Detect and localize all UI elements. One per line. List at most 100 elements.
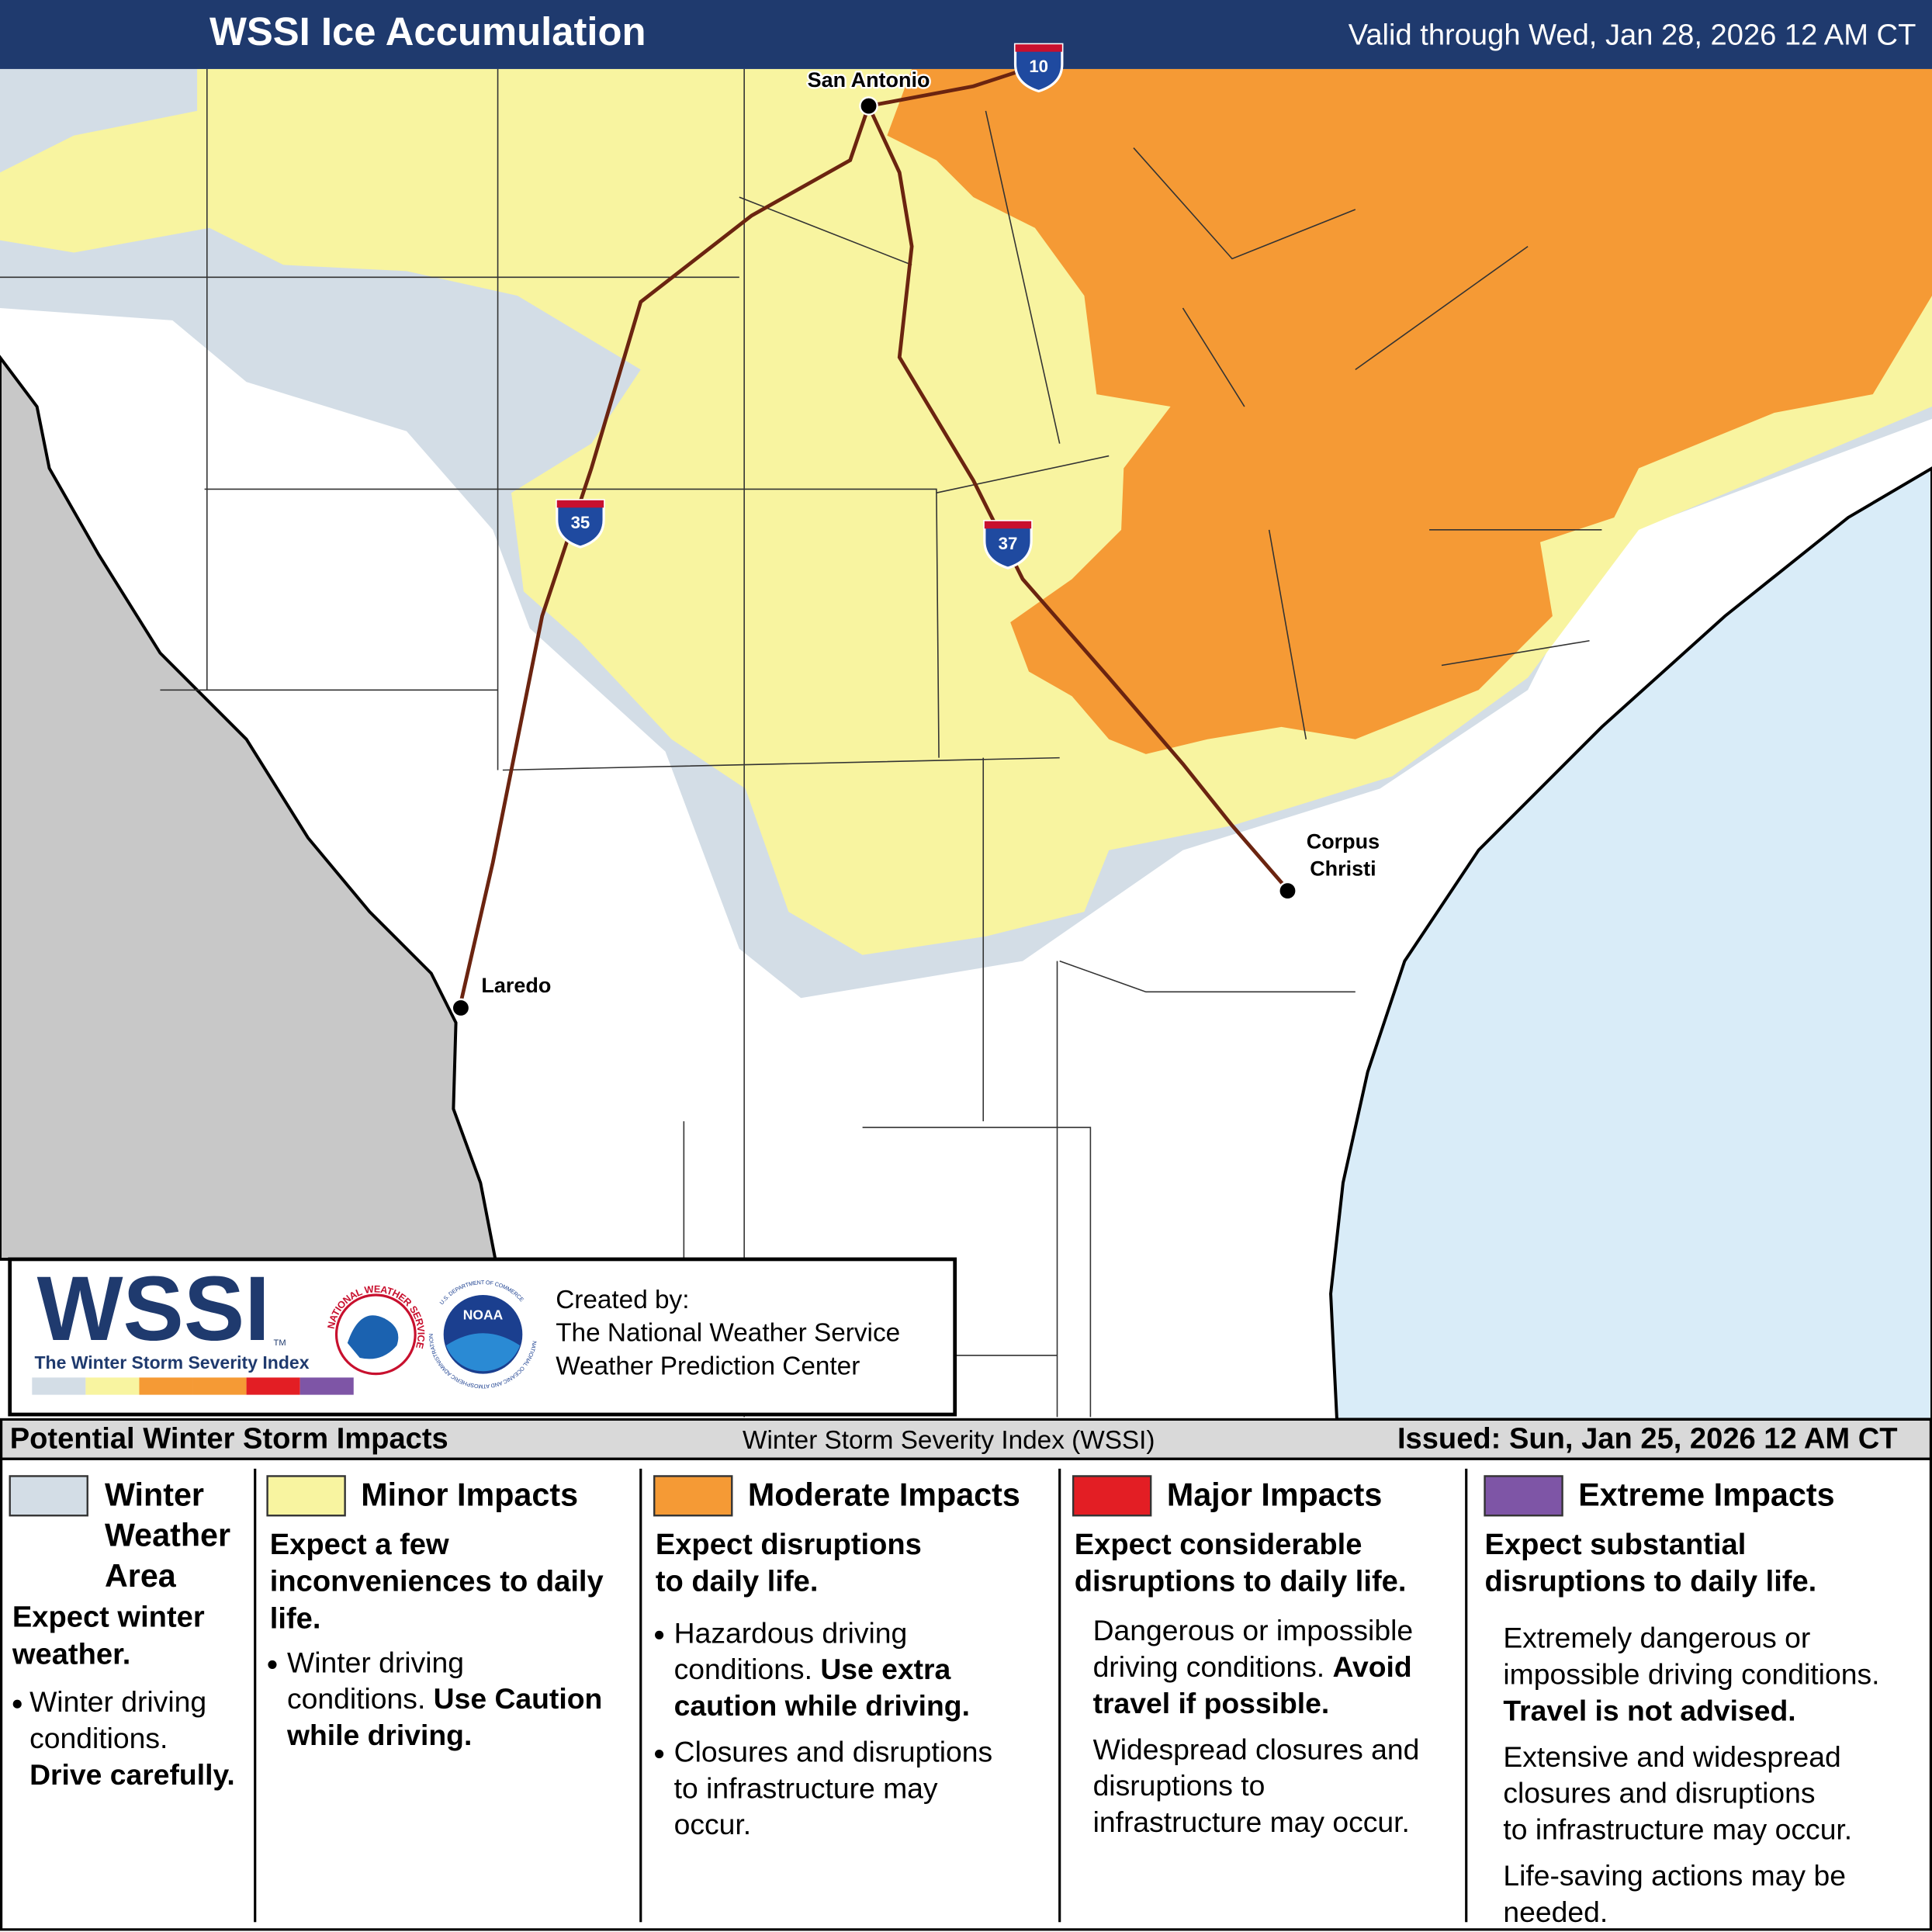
detail-segment: caution while driving. [674,1689,970,1722]
detail-segment: to infrastructure may occur. [1503,1813,1852,1845]
impact-detail: closures and disruptions [1503,1777,1815,1809]
impact-name: Minor Impacts [361,1477,578,1512]
bullet [655,1630,664,1639]
detail-segment: Use extra [820,1653,950,1685]
moderate-area [887,68,1932,754]
impact-detail: Winter driving [29,1685,206,1718]
detail-segment: Closures and disruptions [674,1735,992,1768]
impact-swatch [9,1475,88,1517]
impact-summary: Expect winter [12,1601,205,1634]
impact-summary: disruptions to daily life. [1485,1566,1817,1598]
detail-segment: Travel is not advised. [1503,1694,1795,1726]
detail-segment: Avoid [1332,1650,1411,1683]
credit-line: Weather Prediction Center [556,1352,860,1381]
impact-swatch [266,1475,346,1517]
impact-summary: to daily life. [656,1566,819,1598]
highway-number: 37 [999,534,1018,553]
impact-detail: conditions. Use extra [674,1653,951,1685]
detail-segment: disruptions to [1093,1769,1265,1802]
impact-name: Area [105,1558,177,1594]
detail-segment: conditions. [29,1722,168,1754]
logo-swatch [246,1377,300,1395]
city-dot [859,96,878,116]
legend-index: Winter Storm Severity Index (WSSI) [743,1426,1155,1455]
detail-segment: closures and disruptions [1503,1777,1815,1809]
logo-swatch [32,1377,86,1395]
detail-segment: Drive carefully. [29,1758,235,1791]
bullet [268,1660,277,1669]
legend-frame [0,1457,1932,1931]
detail-segment: Dangerous or impossible [1093,1614,1414,1646]
impact-detail: Closures and disruptions [674,1735,992,1768]
interstate-shield [983,520,1033,570]
title: WSSI Ice Accumulation [209,9,646,54]
impact-detail: Extremely dangerous or [1503,1622,1810,1654]
bullet [12,1699,22,1709]
shield-top [984,521,1032,529]
credit-line: Created by: [556,1286,689,1314]
impact-detail: to infrastructure may [674,1771,938,1804]
logo-swatch [85,1377,140,1395]
credit-line: The National Weather Service [556,1319,900,1348]
detail-segment: Extensive and widespread [1503,1740,1840,1773]
impact-detail: Travel is not advised. [1503,1694,1795,1726]
impact-summary: disruptions to daily life. [1075,1566,1407,1598]
city-dot [1278,881,1297,901]
city-label: Corpus [1307,829,1380,853]
detail-segment: occur. [674,1808,752,1840]
logo-color-bar [32,1377,354,1395]
logo-swatch [192,1377,247,1395]
impact-detail: Dangerous or impossible [1093,1614,1414,1646]
interstate-shield [1013,43,1064,93]
shield-top [556,500,604,508]
city-dot [451,998,471,1018]
impact-name: Moderate Impacts [748,1477,1020,1512]
impact-detail: Drive carefully. [29,1758,235,1791]
detail-segment: Extremely dangerous or [1503,1622,1810,1654]
impact-swatch [1072,1475,1152,1517]
detail-segment: Widespread closures and [1093,1733,1420,1765]
impact-detail: impossible driving conditions. [1503,1657,1879,1690]
impact-name: Winter [105,1477,204,1512]
impact-detail: driving conditions. Avoid [1093,1650,1412,1683]
impact-summary: Expect disruptions [656,1529,922,1561]
detail-segment: Winter driving [287,1646,464,1678]
detail-segment: impossible driving conditions. [1503,1657,1879,1690]
impact-name: Weather [105,1518,230,1553]
impact-swatch [1484,1475,1563,1517]
impact-detail: caution while driving. [674,1689,970,1722]
impact-summary: weather. [12,1638,131,1671]
valid-time: Valid through Wed, Jan 28, 2026 12 AM CT [1349,19,1916,52]
highway-number: 35 [571,513,590,532]
logo-swatch [139,1377,193,1395]
highway-number: 10 [1029,57,1048,76]
impact-detail: Extensive and widespread [1503,1740,1840,1773]
impact-swatch [653,1475,733,1517]
city-label: Laredo [481,974,551,997]
interstate-shield [556,499,605,549]
map-labels: San Antonio Laredo Corpus Christi 10 35 37 [451,43,1382,1018]
trademark: TM [274,1338,286,1348]
detail-segment: Use Caution [434,1682,603,1715]
impact-detail: conditions. [29,1722,168,1754]
logo-swatch [299,1377,354,1395]
detail-segment: while driving. [286,1719,472,1751]
city-label: Christi [1310,857,1376,880]
nws-emblem [347,1315,399,1359]
detail-segment: Hazardous driving [674,1616,908,1649]
bullet [655,1749,664,1759]
legend-title: Potential Winter Storm Impacts [10,1422,448,1455]
impact-detail: disruptions to [1093,1769,1265,1802]
impact-summary: Expect a few [270,1529,449,1561]
legend-columns: Winter Weather Area Expect winter weather. Wi… [9,1468,1879,1928]
wssi-subtitle: The Winter Storm Severity Index [34,1352,309,1373]
mexico [0,355,497,1261]
detail-segment: needed. [1503,1896,1608,1928]
detail-segment: to infrastructure may [674,1771,938,1804]
impact-detail: to infrastructure may occur. [1503,1813,1852,1845]
detail-segment: driving conditions. [1093,1650,1333,1683]
impact-detail: occur. [674,1808,752,1840]
impact-detail: Widespread closures and [1093,1733,1420,1765]
detail-segment: conditions. [287,1682,434,1715]
